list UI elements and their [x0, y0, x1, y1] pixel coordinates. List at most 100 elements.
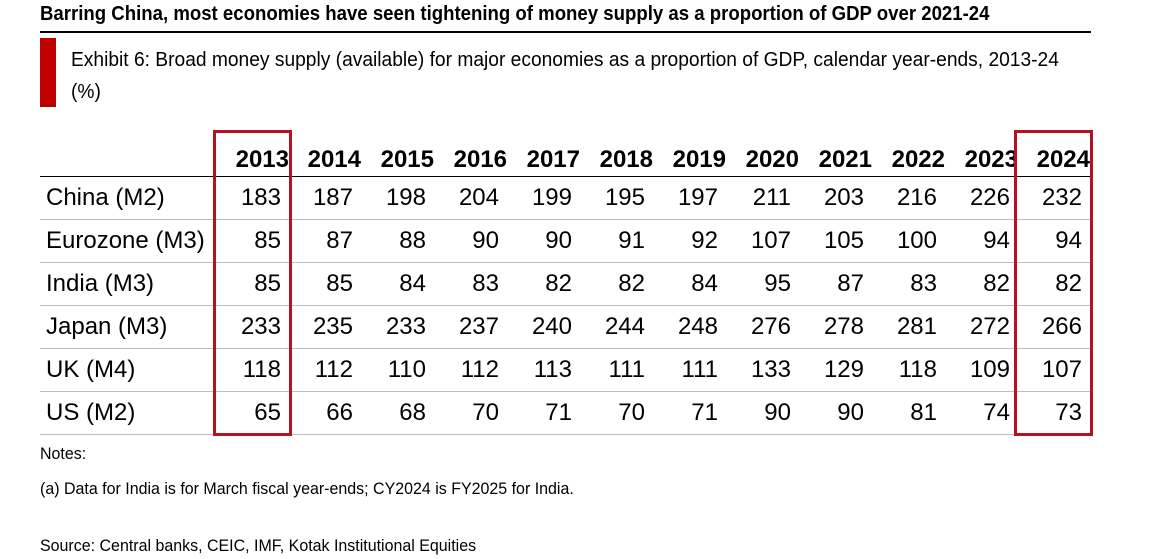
table-cell: 198	[385, 183, 426, 211]
table-cell: 244	[604, 312, 645, 340]
table-cell: 65	[254, 398, 281, 426]
table-cell: 92	[691, 226, 718, 254]
table-cell: 248	[677, 312, 718, 340]
column-header-2021: 2021	[818, 146, 872, 173]
table-cell: 129	[823, 355, 864, 383]
notes-heading: Notes:	[40, 444, 87, 463]
table-cell: 83	[910, 269, 937, 297]
exhibit-title: Exhibit 6: Broad money supply (available…	[71, 49, 1059, 103]
table-cell: 110	[387, 355, 426, 383]
column-header-2016: 2016	[453, 146, 507, 173]
table-cell: 232	[1041, 183, 1082, 211]
table-cell: 266	[1041, 312, 1082, 340]
row-label: China (M2)	[46, 183, 165, 211]
table-cell: 233	[385, 312, 426, 340]
table-cell: 211	[752, 183, 791, 211]
table-row: China (M2) 183 187 198 204 199 195 197 211 203 216…	[40, 176, 1091, 220]
exhibit-accent-bar	[40, 38, 56, 107]
table-cell: 199	[531, 183, 572, 211]
table-cell: 107	[1041, 355, 1082, 383]
table-cell: 276	[750, 312, 791, 340]
table-cell: 237	[458, 312, 499, 340]
table-cell: 94	[1055, 226, 1082, 254]
table-cell: 195	[604, 183, 645, 211]
table-header-row: 2013 2014 2015 2016 2017 2018 2019 2020 2021 2022…	[40, 140, 1091, 177]
table-cell: 82	[983, 269, 1010, 297]
table-row: Eurozone (M3) 85 87 88 90 90 91 92 107 105 100 94 94	[40, 219, 1091, 263]
table-cell: 94	[983, 226, 1010, 254]
table-cell: 112	[314, 355, 353, 383]
table-cell: 233	[240, 312, 281, 340]
table-cell: 73	[1055, 398, 1082, 426]
table-cell: 204	[458, 183, 499, 211]
table-cell: 82	[618, 269, 645, 297]
table-cell: 71	[545, 398, 572, 426]
column-header-2013: 2013	[235, 146, 289, 173]
table-cell: 85	[254, 269, 281, 297]
table-cell: 74	[983, 398, 1010, 426]
column-header-2023: 2023	[964, 146, 1018, 173]
table-cell: 100	[896, 226, 937, 254]
table-cell: 82	[1055, 269, 1082, 297]
table-cell: 107	[750, 226, 791, 254]
table-row: UK (M4) 118 112 110 112 113 111 111 133 129 118 109…	[40, 348, 1091, 392]
headline: Barring China, most economies have seen …	[40, 3, 990, 25]
table-cell: 281	[896, 312, 937, 340]
table-cell: 82	[545, 269, 572, 297]
table-cell: 226	[969, 183, 1010, 211]
highlight-box-2013	[213, 130, 292, 436]
table-cell: 85	[326, 269, 353, 297]
row-label: India (M3)	[46, 269, 155, 297]
table-cell: 118	[242, 355, 281, 383]
table-cell: 81	[910, 398, 937, 426]
table-cell: 90	[837, 398, 864, 426]
table-cell: 70	[618, 398, 645, 426]
table-cell: 84	[691, 269, 718, 297]
table-cell: 111	[681, 355, 718, 383]
table-cell: 187	[312, 183, 353, 211]
table-cell: 133	[750, 355, 791, 383]
table-cell: 91	[618, 226, 645, 254]
table-cell: 235	[312, 312, 353, 340]
table-row: India (M3) 85 85 84 83 82 82 84 95 87 83 82 82	[40, 262, 1091, 306]
table-cell: 109	[969, 355, 1010, 383]
table-cell: 87	[837, 269, 864, 297]
column-header-2020: 2020	[745, 146, 799, 173]
table-row: US (M2) 65 66 68 70 71 70 71 90 90 81 74 73	[40, 391, 1091, 435]
table-cell: 240	[531, 312, 572, 340]
table-cell: 183	[240, 183, 281, 211]
source-line: Source: Central banks, CEIC, IMF, Kotak …	[40, 536, 477, 555]
table-cell: 90	[545, 226, 572, 254]
table-cell: 71	[691, 398, 718, 426]
headline-divider	[40, 31, 1091, 33]
highlight-box-2024	[1014, 130, 1093, 436]
table-cell: 95	[764, 269, 791, 297]
table-cell: 66	[326, 398, 353, 426]
table-cell: 83	[472, 269, 499, 297]
table-cell: 87	[326, 226, 353, 254]
column-header-2019: 2019	[672, 146, 726, 173]
column-header-2024: 2024	[1036, 146, 1090, 173]
row-label: Eurozone (M3)	[46, 226, 205, 254]
table-cell: 118	[898, 355, 937, 383]
table-row: Japan (M3) 233 235 233 237 240 244 248 276 278 281…	[40, 305, 1091, 349]
table-cell: 113	[533, 355, 572, 383]
table-cell: 197	[677, 183, 718, 211]
table-cell: 90	[764, 398, 791, 426]
row-label: UK (M4)	[46, 355, 136, 383]
table-cell: 84	[399, 269, 426, 297]
column-header-2017: 2017	[526, 146, 580, 173]
table-cell: 90	[472, 226, 499, 254]
table-cell: 203	[823, 183, 864, 211]
column-header-2014: 2014	[307, 146, 361, 173]
column-header-2022: 2022	[891, 146, 945, 173]
note-item: (a) Data for India is for March fiscal y…	[40, 479, 574, 498]
column-header-2018: 2018	[599, 146, 653, 173]
row-label: Japan (M3)	[46, 312, 168, 340]
table-cell: 68	[399, 398, 426, 426]
table-cell: 278	[823, 312, 864, 340]
table-cell: 272	[969, 312, 1010, 340]
table-cell: 216	[896, 183, 937, 211]
table-cell: 85	[254, 226, 281, 254]
table-cell: 88	[399, 226, 426, 254]
